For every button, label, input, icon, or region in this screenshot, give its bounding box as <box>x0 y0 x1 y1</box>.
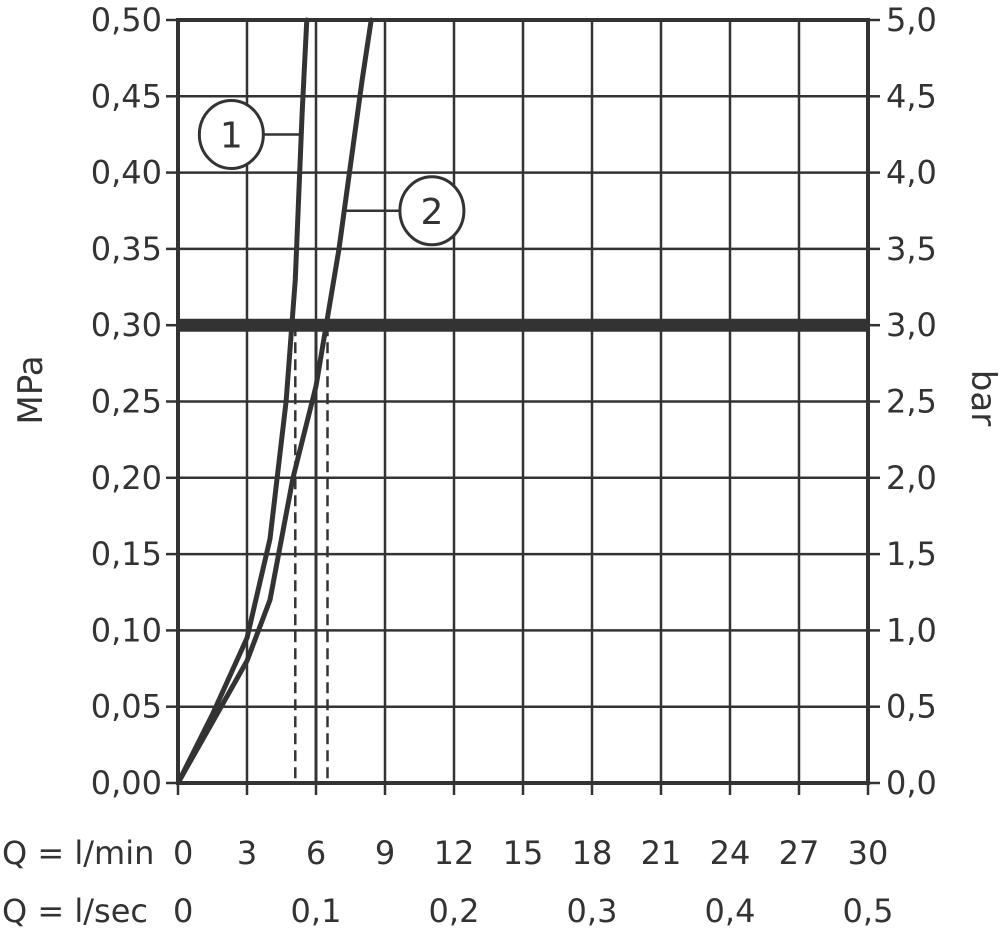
y-tick-label-mpa-7: 0,35 <box>91 230 162 268</box>
y-tick-label-mpa-2: 0,10 <box>91 611 162 649</box>
callout-label-1: 1 <box>220 115 243 156</box>
callouts: 12 <box>197 98 466 247</box>
series-lines <box>175 17 374 786</box>
y-tick-label-bar-2: 1,0 <box>886 611 937 649</box>
y-tick-label-bar-7: 3,5 <box>886 230 937 268</box>
y-axis-title-right: bar <box>963 370 1000 426</box>
grid <box>166 18 880 795</box>
y-tick-label-bar-8: 4,0 <box>886 154 937 192</box>
x-tick-label-lmin-0: 0 <box>173 834 193 872</box>
series-line-2 <box>175 17 374 786</box>
callout-circle-1 <box>197 98 265 170</box>
x-tick-label-lmin-2: 6 <box>306 834 326 872</box>
x-tick-label-lmin-6: 18 <box>572 834 613 872</box>
x-tick-label-lmin-9: 27 <box>779 834 820 872</box>
x-tick-label-lsec-1: 0,1 <box>291 892 342 930</box>
x-tick-label-lmin-1: 3 <box>237 834 257 872</box>
x-tick-label-lsec-4: 0,4 <box>705 892 756 930</box>
callout-label-2: 2 <box>420 192 443 233</box>
x-tick-label-lmin-3: 9 <box>375 834 395 872</box>
y-tick-label-bar-10: 5,0 <box>886 1 937 39</box>
y-tick-labels-mpa: 0,00 0,05 0,10 0,15 0,20 0,25 0,30 0,35 0,40 0,45… <box>91 1 162 802</box>
x-tick-labels-lsec: 0 0,1 0,2 0,3 0,4 0,5 <box>173 892 893 930</box>
y-tick-label-bar-4: 2,0 <box>886 459 937 497</box>
y-tick-label-mpa-3: 0,15 <box>91 535 162 573</box>
callout-circle-2 <box>398 175 466 247</box>
series-line-1 <box>175 17 310 786</box>
plot-frame <box>176 18 870 785</box>
marker-lines <box>294 325 329 783</box>
y-tick-label-mpa-10: 0,50 <box>91 1 162 39</box>
y-tick-label-mpa-6: 0,30 <box>91 306 162 344</box>
y-tick-label-bar-5: 2,5 <box>886 383 937 421</box>
plot-border <box>176 18 870 785</box>
y-tick-label-bar-3: 1,5 <box>886 535 937 573</box>
y-tick-label-mpa-1: 0,05 <box>91 688 162 726</box>
y-tick-label-bar-9: 4,5 <box>886 77 937 115</box>
x-tick-label-lsec-0: 0 <box>173 892 193 930</box>
y-tick-label-bar-6: 3,0 <box>886 306 937 344</box>
x-row1-label: Q = l/min <box>2 834 154 872</box>
y-tick-label-mpa-0: 0,00 <box>91 764 162 802</box>
y-tick-label-mpa-8: 0,40 <box>91 154 162 192</box>
y-tick-label-mpa-9: 0,45 <box>91 77 162 115</box>
x-tick-label-lsec-5: 0,5 <box>843 892 894 930</box>
y-axis-title-left: MPa <box>11 355 51 424</box>
y-tick-labels-bar: 0,0 0,5 1,0 1,5 2,0 2,5 3,0 3,5 4,0 4,5 5,0 <box>886 1 937 802</box>
x-tick-labels-lmin: 0 3 6 9 12 15 18 21 24 27 30 <box>173 834 888 872</box>
y-tick-label-mpa-4: 0,20 <box>91 459 162 497</box>
x-tick-label-lmin-8: 24 <box>710 834 751 872</box>
x-tick-label-lmin-7: 21 <box>641 834 682 872</box>
x-tick-label-lsec-2: 0,2 <box>429 892 480 930</box>
x-tick-label-lmin-10: 30 <box>848 834 889 872</box>
x-tick-label-lmin-4: 12 <box>434 834 475 872</box>
y-tick-label-bar-1: 0,5 <box>886 688 937 726</box>
x-tick-label-lmin-5: 15 <box>503 834 544 872</box>
y-tick-label-bar-0: 0,0 <box>886 764 937 802</box>
x-tick-label-lsec-3: 0,3 <box>567 892 618 930</box>
y-tick-label-mpa-5: 0,25 <box>91 383 162 421</box>
x-row2-label: Q = l/sec <box>2 892 148 930</box>
